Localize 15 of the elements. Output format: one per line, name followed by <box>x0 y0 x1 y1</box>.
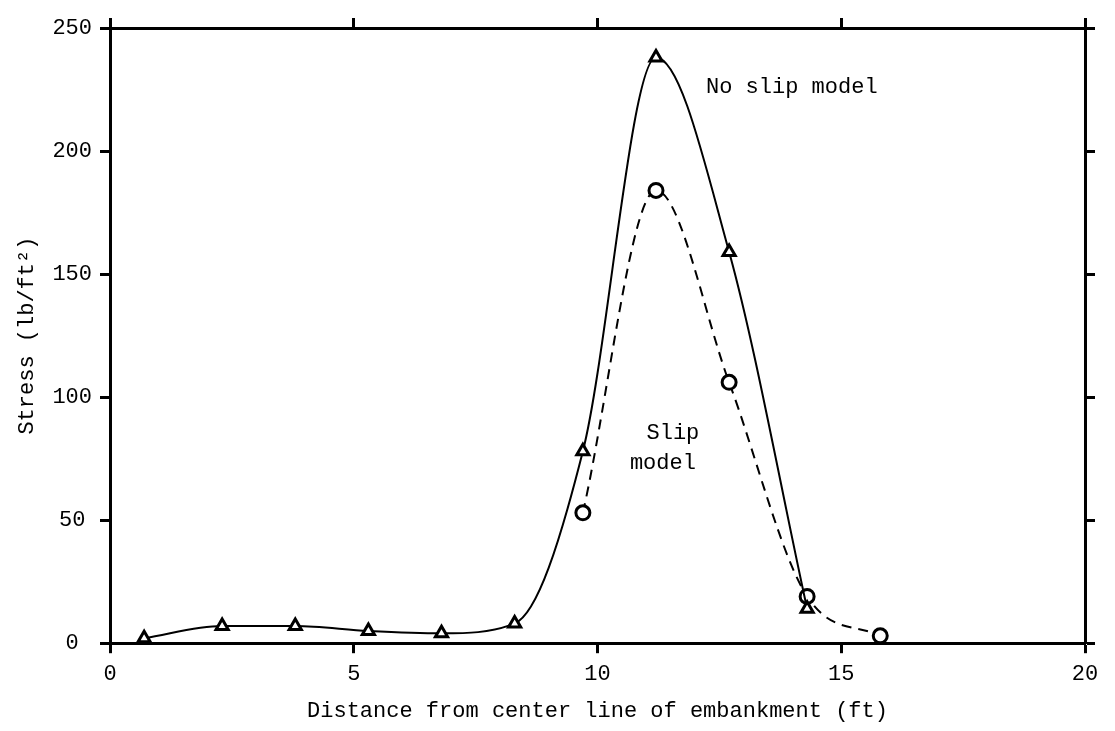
y-tick-label: 50 <box>59 507 86 533</box>
y-tick-label: 150 <box>52 261 93 287</box>
y-tick-label: 0 <box>65 631 79 657</box>
y-tick-label: 250 <box>52 15 93 41</box>
y-axis-title: Stress (lb/ft²) <box>15 236 41 435</box>
x-axis-title: Distance from center line of embankment (ft) <box>307 698 888 724</box>
series-label: Slip model <box>629 420 700 476</box>
x-tick-label: 20 <box>1071 662 1099 688</box>
y-tick-label: 200 <box>52 138 93 164</box>
x-tick-label: 15 <box>828 662 855 688</box>
x-tick-label: 10 <box>584 662 611 688</box>
series-label: No slip model <box>706 75 878 101</box>
x-tick-label: 0 <box>103 662 117 688</box>
y-tick-label: 100 <box>52 384 93 410</box>
x-tick-label: 5 <box>347 662 361 688</box>
